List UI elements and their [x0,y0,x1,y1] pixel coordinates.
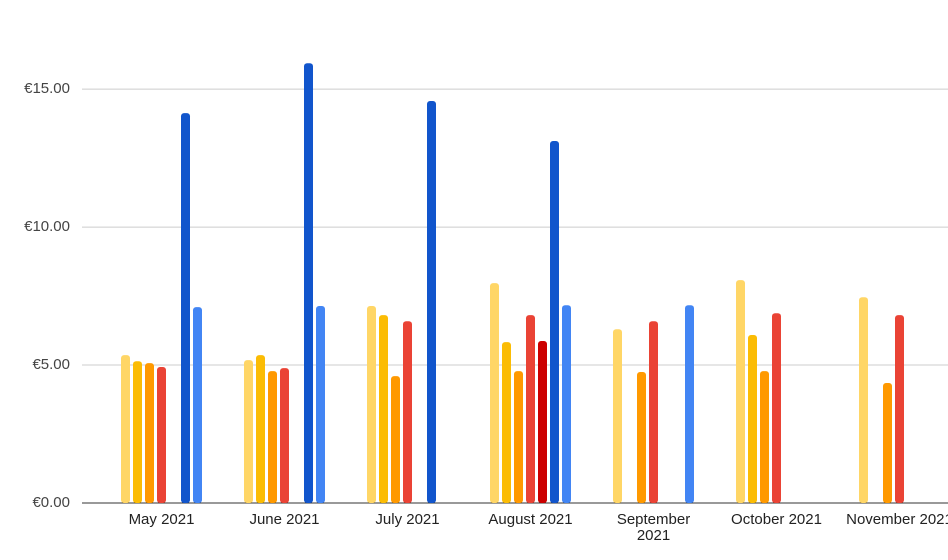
bar [649,321,658,503]
x-tick-label: September 2021 [616,511,691,544]
bar [514,371,523,503]
bar [859,297,868,503]
bar [502,342,511,503]
y-tick-label: €5.00 [32,356,70,373]
bar [403,321,412,503]
bar [379,315,388,503]
y-tick-label: €10.00 [24,218,70,235]
bar [883,382,892,503]
bar [562,305,571,503]
x-tick-label: June 2021 [249,511,320,528]
bar [685,305,694,503]
bar [748,334,757,503]
bar [304,63,313,503]
bar [193,307,202,503]
bar [121,355,130,503]
bar [736,280,745,503]
x-tick-label: November 2021 [846,511,948,528]
bar [244,360,253,503]
bar [256,355,265,503]
bar [391,376,400,503]
bar [526,315,535,503]
bar [760,371,769,503]
x-tick-label: May 2021 [128,511,195,528]
bar [268,371,277,503]
bar [772,313,781,503]
y-tick-label: €0.00 [32,494,70,511]
bar [181,113,190,504]
x-tick-label: August 2021 [488,511,573,528]
bar [550,141,559,503]
x-tick-label: July 2021 [375,511,440,528]
bar [538,341,547,503]
bar [280,368,289,503]
bar [637,371,646,503]
bar [133,361,142,503]
bar [316,306,325,503]
bar [157,366,166,503]
bar [427,101,436,503]
bar [490,283,499,503]
x-tick-label: October 2021 [731,511,822,528]
bar [367,306,376,503]
y-tick-label: €15.00 [24,80,70,97]
bar [145,363,154,503]
bar [613,329,622,503]
bar [895,315,904,503]
